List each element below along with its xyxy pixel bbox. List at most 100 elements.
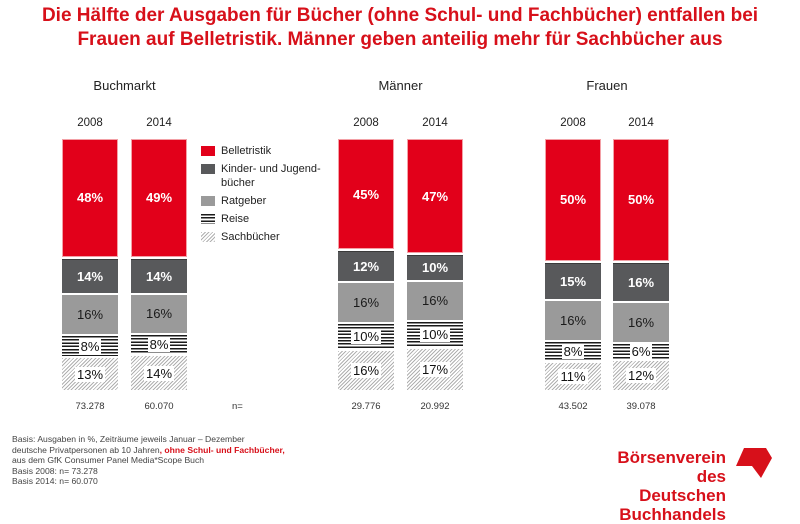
footnote-line-1: Basis: Ausgaben in %, Zeiträume jeweils … [12, 434, 245, 444]
bar-segment-belletristik: 48% [62, 139, 118, 257]
legend-swatch-reise [201, 214, 215, 224]
logo-line-2: Deutschen Buchhandels [619, 486, 726, 524]
legend-swatch-belletristik [201, 146, 215, 156]
data-label: 10% [350, 328, 382, 344]
bar-segment-reise: 8% [62, 336, 118, 357]
year-label: 2008 [560, 117, 586, 129]
data-label: 14% [145, 268, 173, 284]
footnote-line-3: aus dem GfK Consumer Panel Media*Scope B… [12, 455, 205, 466]
bar-segment-reise: 6% [613, 344, 669, 360]
data-label: 13% [74, 366, 106, 382]
bar-segment-reise: 10% [338, 324, 394, 349]
bar-segment-sachbuecher: 12% [613, 360, 669, 390]
legend-swatch-kinder-jugendbuecher [201, 164, 215, 174]
group-title: Frauen [586, 78, 628, 93]
bar-segment-belletristik: 45% [338, 139, 394, 250]
data-label: 49% [145, 190, 173, 206]
data-label: 12% [352, 259, 380, 275]
data-label: 47% [421, 188, 449, 204]
data-label: 16% [559, 312, 587, 328]
footnote: Basis: Ausgaben in %, Zeiträume jeweils … [12, 434, 285, 487]
chart-title: Die Hälfte der Ausgaben für Bücher (ohne… [0, 4, 800, 52]
year-label: 2014 [422, 117, 448, 129]
bar-segment-sachbuecher: 14% [131, 356, 187, 390]
footnote-line-4: Basis 2008: n= 73.278 [12, 465, 98, 476]
data-label: 16% [350, 362, 382, 378]
bar-segment-ratgeber: 16% [62, 295, 118, 335]
legend-label: Sachbücher [221, 231, 280, 243]
sample-size-value: 43.502 [558, 401, 588, 412]
year-label: 2014 [146, 117, 172, 129]
boersenverein-logo-icon [736, 448, 772, 478]
legend-label: Belletristik [221, 145, 272, 157]
data-label: 14% [76, 268, 104, 284]
publisher-logo-text: Börsenverein des Deutschen Buchhandels [593, 448, 726, 524]
footnote-line-5: Basis 2014: n= 60.070 [12, 476, 98, 487]
data-label: 48% [76, 190, 104, 206]
bar-segment-ratgeber: 16% [407, 281, 463, 321]
footnote-highlight: , ohne Schul- und Fachbücher, [159, 444, 285, 455]
data-label: 45% [352, 186, 380, 202]
bar-segment-kinder-jugendbuecher: 14% [131, 258, 187, 293]
year-label: 2008 [353, 117, 379, 129]
bar-segment-kinder-jugendbuecher: 15% [545, 262, 601, 299]
data-label: 8% [561, 344, 585, 360]
group-title: Buchmarkt [93, 78, 156, 93]
bar-segment-sachbuecher: 17% [407, 348, 463, 390]
bar-segment-belletristik: 47% [407, 139, 463, 254]
bar-segment-belletristik: 49% [131, 139, 187, 257]
bar-segment-reise: 8% [545, 341, 601, 362]
data-label: 17% [419, 361, 451, 377]
bar-segment-kinder-jugendbuecher: 16% [613, 262, 669, 302]
legend-label: Kinder- und Jugend-bücher [221, 163, 321, 189]
data-label: 10% [421, 260, 449, 276]
data-label: 14% [143, 365, 175, 381]
sample-size-value: 60.070 [144, 401, 174, 412]
chart-title-line-1: Die Hälfte der Ausgaben für Bücher (ohne… [41, 5, 759, 26]
bar-segment-reise: 10% [407, 322, 463, 347]
data-label: 15% [559, 273, 587, 289]
logo-line-1: Börsenverein des [617, 448, 726, 486]
data-label: 8% [78, 338, 102, 354]
sample-size-value: 20.992 [420, 401, 450, 412]
legend-swatch-ratgeber [201, 196, 215, 206]
bar-segment-ratgeber: 16% [613, 303, 669, 343]
sample-size-value: 29.776 [351, 401, 381, 412]
data-label: 11% [558, 369, 588, 385]
bar-segment-kinder-jugendbuecher: 14% [62, 258, 118, 294]
footnote-line-2-text: deutsche Privatpersonen ab 10 Jahren [12, 444, 160, 455]
bar-segment-ratgeber: 16% [545, 300, 601, 340]
bar-segment-reise: 8% [131, 335, 187, 355]
legend-label: Ratgeber [221, 195, 267, 207]
data-label: 50% [559, 192, 587, 208]
bar-segment-ratgeber: 16% [338, 282, 394, 323]
bar-segment-sachbuecher: 16% [338, 350, 394, 390]
sample-size-value: 73.278 [75, 401, 105, 412]
group-title: Männer [378, 78, 423, 93]
data-label: 16% [627, 274, 655, 290]
legend-swatch-sachbuecher [201, 232, 215, 242]
bar-segment-sachbuecher: 13% [62, 358, 118, 390]
footnote-line-2: deutsche Privatpersonen ab 10 Jahren, oh… [12, 445, 285, 456]
data-label: 10% [419, 327, 451, 343]
bar-segment-belletristik: 50% [545, 139, 601, 261]
data-label: 8% [147, 337, 171, 353]
bar-segment-kinder-jugendbuecher: 10% [407, 255, 463, 280]
bar-segment-sachbuecher: 11% [545, 363, 601, 390]
data-label: 16% [76, 307, 104, 323]
sample-size-label: n= [232, 401, 243, 412]
data-label: 16% [352, 295, 380, 311]
data-label: 50% [627, 192, 655, 208]
year-label: 2014 [628, 117, 654, 129]
data-label: 12% [625, 367, 657, 383]
data-label: 16% [421, 293, 449, 309]
legend-label: Reise [221, 213, 250, 225]
data-label: 16% [145, 306, 173, 322]
sample-size-value: 39.078 [626, 401, 656, 412]
year-label: 2008 [77, 117, 103, 129]
data-label: 6% [629, 344, 653, 360]
chart-title-line-2: Frauen auf Belletristik. Männer geben an… [77, 29, 723, 50]
bar-segment-ratgeber: 16% [131, 294, 187, 334]
data-label: 16% [627, 315, 655, 331]
bar-segment-kinder-jugendbuecher: 12% [338, 251, 394, 281]
